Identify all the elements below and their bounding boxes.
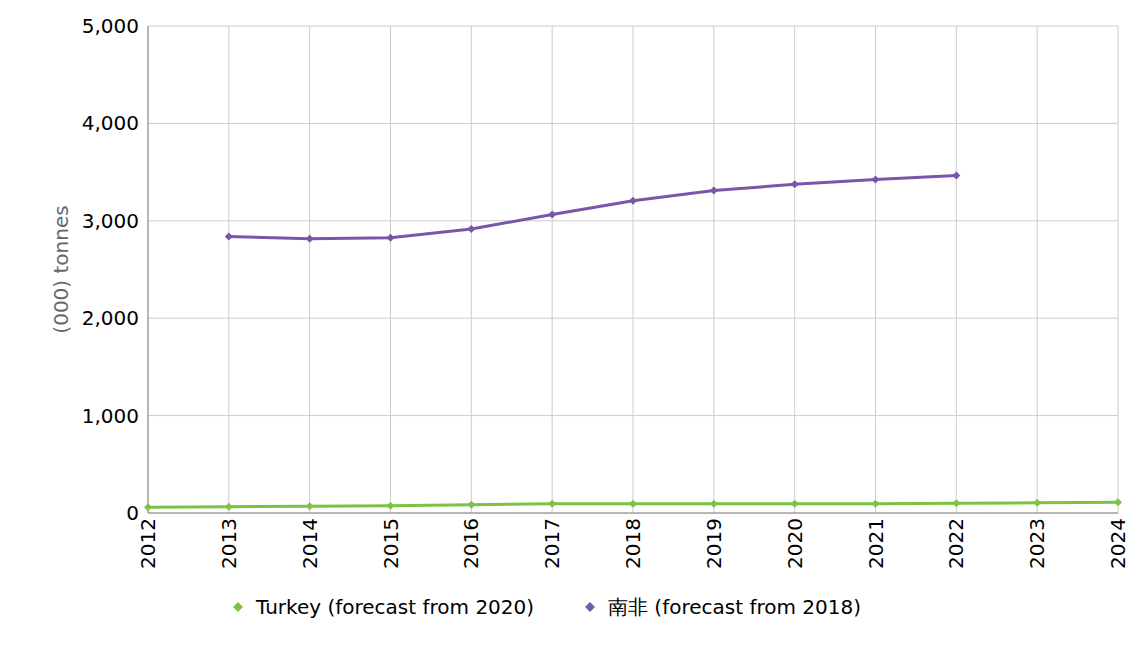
point <box>710 500 718 508</box>
y-axis <box>148 26 149 513</box>
x-tick-label: 2017 <box>540 518 564 569</box>
x-grid-line <box>309 26 310 513</box>
x-tick-label: 2015 <box>379 518 403 569</box>
x-tick-label: 2021 <box>864 518 888 569</box>
point <box>1033 499 1041 507</box>
x-tick-label: 2020 <box>783 518 807 569</box>
point <box>872 500 880 508</box>
plot-area <box>144 172 1122 512</box>
point <box>629 197 637 205</box>
y-tick-label: 5,000 <box>82 14 139 38</box>
point <box>629 500 637 508</box>
x-grid-line <box>956 26 957 513</box>
point <box>306 235 314 243</box>
y-axis-label: (000) tonnes <box>49 205 73 333</box>
legend-label: Turkey (forecast from 2020) <box>255 595 534 619</box>
x-tick-label: 2019 <box>702 518 726 569</box>
point <box>791 180 799 188</box>
x-axis <box>148 513 1118 514</box>
point <box>548 500 556 508</box>
x-grid-line <box>471 26 472 513</box>
legend-marker <box>585 602 595 612</box>
point <box>710 187 718 195</box>
x-tick-label: 2016 <box>459 518 483 569</box>
point <box>144 503 152 511</box>
point <box>952 172 960 180</box>
x-tick-label: 2012 <box>136 518 160 569</box>
x-tick-label: 2024 <box>1106 518 1130 569</box>
point <box>467 501 475 509</box>
point <box>225 503 233 511</box>
series-line <box>229 176 957 239</box>
x-grid-line <box>228 26 229 513</box>
point <box>952 499 960 507</box>
x-grid-line <box>1118 26 1119 513</box>
x-grid-line <box>552 26 553 513</box>
point <box>548 210 556 218</box>
y-tick-label: 4,000 <box>82 111 139 135</box>
point <box>387 234 395 242</box>
x-grid-line <box>875 26 876 513</box>
x-tick-label: 2022 <box>944 518 968 569</box>
x-grid-line <box>1037 26 1038 513</box>
y-tick-label: 1,000 <box>82 404 139 428</box>
y-grid-line <box>148 513 1118 514</box>
x-tick-label: 2018 <box>621 518 645 569</box>
legend: Turkey (forecast from 2020) 南非 (forecast … <box>233 595 861 619</box>
x-grid-line <box>633 26 634 513</box>
x-grid-line <box>794 26 795 513</box>
point <box>225 232 233 240</box>
grid <box>148 26 1118 513</box>
point <box>791 500 799 508</box>
legend-marker <box>233 602 243 612</box>
x-tick-label: 2023 <box>1025 518 1049 569</box>
x-grid-line <box>148 26 149 513</box>
point <box>467 225 475 233</box>
point <box>872 175 880 183</box>
x-tick-label: 2014 <box>298 518 322 569</box>
point <box>1114 498 1122 506</box>
legend-label: 南非 (forecast from 2018) <box>608 595 861 619</box>
x-tick-label: 2013 <box>217 518 241 569</box>
point <box>387 502 395 510</box>
x-grid-line <box>390 26 391 513</box>
y-tick-label: 2,000 <box>82 306 139 330</box>
x-grid-line <box>713 26 714 513</box>
y-tick-label: 3,000 <box>82 209 139 233</box>
point <box>306 502 314 510</box>
